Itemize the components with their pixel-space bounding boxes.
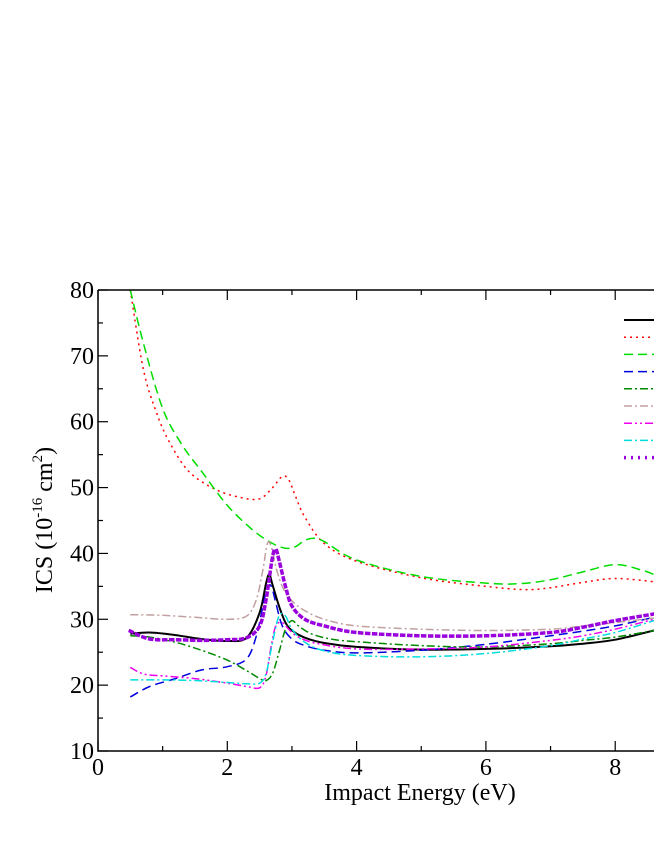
y-tick-label: 80 [70, 278, 94, 304]
x-axis-label: Impact Energy (eV) [324, 780, 515, 806]
x-tick-label: 0 [92, 755, 104, 781]
series-line-7 [129, 618, 654, 690]
y-tick-label: 50 [70, 476, 94, 502]
y-tick-label: 60 [70, 410, 94, 436]
series-layer [128, 290, 654, 698]
y-tick-label: 30 [70, 607, 94, 633]
series-line-6 [130, 541, 654, 632]
y-tick-label: 20 [70, 673, 94, 699]
series-line-9 [128, 547, 654, 643]
x-tick-label: 4 [351, 755, 363, 781]
series-line-5 [130, 619, 654, 682]
y-axis-label-exponent: -16 [30, 497, 46, 517]
y-tick-label: 10 [70, 739, 94, 765]
x-tick-label: 2 [221, 755, 233, 781]
y-axis-label-unit: cm [32, 462, 58, 498]
plot-frame [97, 289, 654, 752]
series-line-4 [129, 584, 654, 698]
series-line-2 [129, 290, 654, 591]
x-tick-label: 8 [609, 755, 621, 781]
y-axis-label-main: ICS (10 [32, 518, 58, 593]
x-tick-label: 6 [480, 755, 492, 781]
y-axis-label: ICS (10-16 cm2) [30, 447, 58, 593]
series-line-1 [130, 573, 654, 651]
axes: 0 2 4 6 8 10 20 30 40 50 60 70 80 [70, 278, 654, 781]
y-axis-label-close: ) [32, 447, 58, 455]
y-tick-label: 40 [70, 541, 94, 567]
series-line-8 [130, 612, 654, 685]
y-axis-label-unit-exponent: 2 [30, 455, 46, 463]
y-tick-label: 70 [70, 344, 94, 370]
legend [624, 319, 654, 460]
series-line-3 [129, 290, 654, 585]
